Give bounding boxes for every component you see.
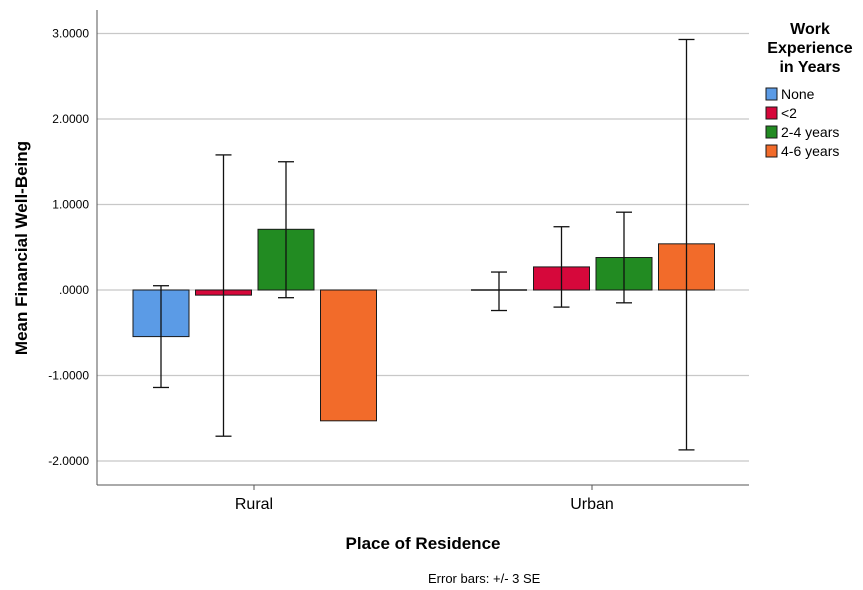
error-bar <box>616 211 632 304</box>
legend-title-line: Work <box>790 21 830 38</box>
y-tick-label: 3.0000 <box>52 27 89 41</box>
legend-swatch <box>765 106 778 120</box>
legend-label: None <box>781 86 815 102</box>
y-tick-label: 1.0000 <box>52 198 89 212</box>
y-tick-label: -1.0000 <box>48 369 89 383</box>
legend-title: Work Experience in Years <box>767 21 852 76</box>
x-tick-label: Rural <box>235 496 273 513</box>
legend-title-line: Experience <box>767 40 852 57</box>
legend-title-line: in Years <box>779 59 840 76</box>
error-bars <box>153 38 695 451</box>
y-tick-label: -2.0000 <box>48 454 89 468</box>
legend: None <2 2-4 years 4-6 years <box>765 86 839 159</box>
error-bar <box>678 38 695 451</box>
x-axis-title: Place of Residence <box>346 534 501 553</box>
y-axis-title: Mean Financial Well-Being <box>12 141 31 355</box>
bars <box>132 228 715 422</box>
legend-label: 2-4 years <box>781 124 839 140</box>
x-tick-labels: Rural Urban <box>235 485 614 513</box>
error-bar <box>278 161 294 299</box>
legend-label: <2 <box>781 105 797 121</box>
y-tick-label: 2.0000 <box>52 112 89 126</box>
legend-swatch <box>765 87 778 101</box>
legend-label: 4-6 years <box>781 143 839 159</box>
error-bar <box>491 271 507 312</box>
error-bar-note: Error bars: +/- 3 SE <box>428 571 541 586</box>
error-bar <box>215 154 232 437</box>
error-bar <box>153 285 169 389</box>
y-tick-labels: -2.0000 -1.0000 .0000 1.0000 2.0000 3.0000 <box>48 27 89 469</box>
gridlines <box>97 32 749 462</box>
error-bar <box>553 226 570 308</box>
bar <box>320 289 377 422</box>
x-tick-label: Urban <box>570 496 614 513</box>
legend-swatch <box>765 125 778 139</box>
legend-swatch <box>765 144 778 158</box>
y-tick-label: .0000 <box>59 283 89 297</box>
